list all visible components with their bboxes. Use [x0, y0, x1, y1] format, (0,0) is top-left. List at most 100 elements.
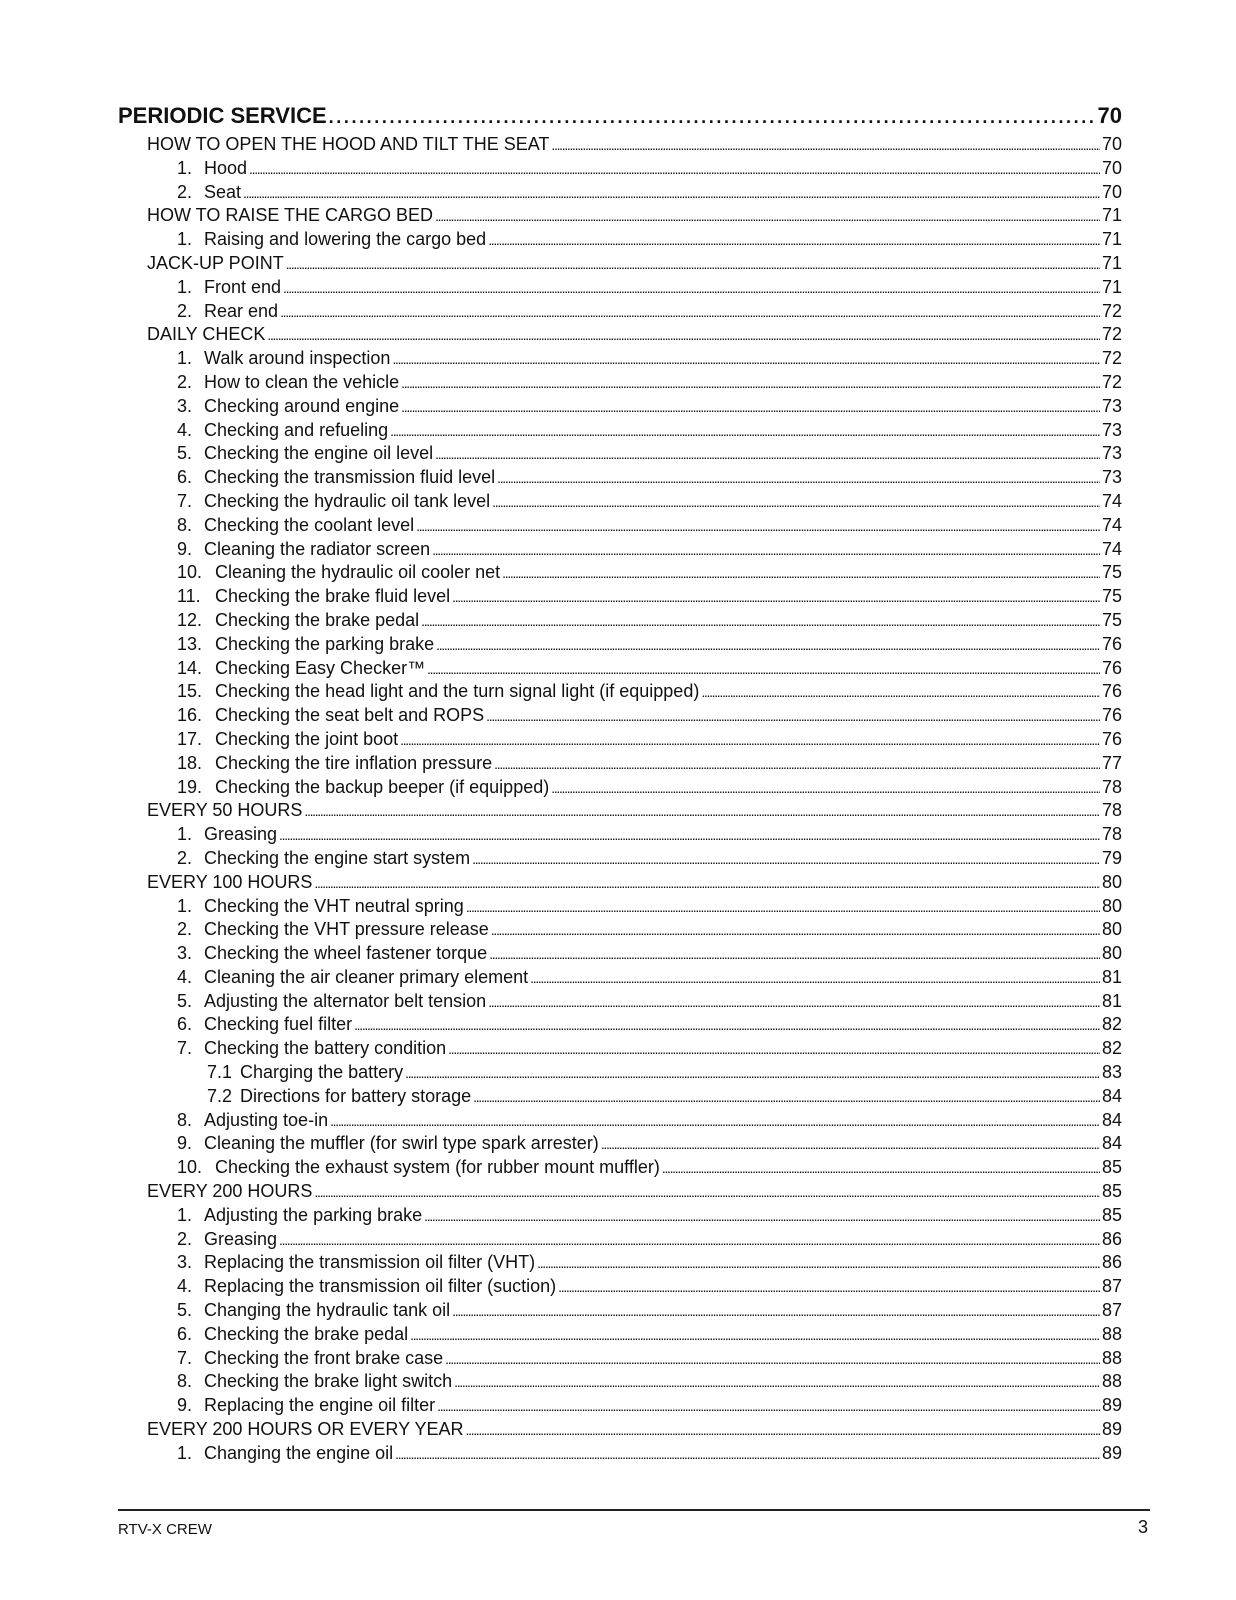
toc-entry[interactable]: 5. Adjusting the alternator belt tension 8… [118, 990, 1122, 1014]
entry-page: 71 [1101, 229, 1122, 250]
toc-entry[interactable]: 1. Hood 70 [118, 157, 1122, 181]
toc-entry[interactable]: 15. Checking the head light and the turn … [118, 680, 1122, 704]
toc-entry[interactable]: 3. Checking the wheel fastener torque 80 [118, 942, 1122, 966]
toc-entry[interactable]: 5. Changing the hydraulic tank oil 87 [118, 1299, 1122, 1323]
toc-entry[interactable]: 18. Checking the tire inflation pressure 7… [118, 752, 1122, 776]
toc-entry[interactable]: JACK-UP POINT 71 [118, 252, 1122, 276]
toc-entry[interactable]: 2. Checking the VHT pressure release 80 [118, 918, 1122, 942]
dot-leader [435, 204, 1100, 229]
toc-entry[interactable]: 2. Greasing 86 [118, 1228, 1122, 1252]
entry-title: Front end [204, 276, 282, 297]
dot-leader [551, 133, 1100, 158]
entry-page: 71 [1101, 252, 1122, 273]
toc-entry[interactable]: 1. Checking the VHT neutral spring 80 [118, 895, 1122, 919]
toc-entry[interactable]: 12. Checking the brake pedal 75 [118, 609, 1122, 633]
toc-entry[interactable]: 7. Checking the hydraulic oil tank level 7… [118, 490, 1122, 514]
dot-leader [486, 704, 1100, 729]
toc-entry[interactable]: 10. Cleaning the hydraulic oil cooler net… [118, 561, 1122, 585]
toc-entry[interactable]: EVERY 50 HOURS 78 [118, 799, 1122, 823]
dot-leader [280, 300, 1100, 325]
dot-leader [494, 752, 1100, 777]
toc-entry[interactable]: 4. Cleaning the air cleaner primary eleme… [118, 966, 1122, 990]
toc-entry[interactable]: 11. Checking the brake fluid level 75 [118, 585, 1122, 609]
toc-entry[interactable]: 19. Checking the backup beeper (if equipp… [118, 776, 1122, 800]
toc-entry[interactable]: 6. Checking the transmission fluid level 7… [118, 466, 1122, 490]
entry-page: 73 [1101, 395, 1122, 416]
toc-entry[interactable]: 7.1 Charging the battery 83 [118, 1061, 1122, 1085]
entry-title: JACK-UP POINT [147, 252, 284, 273]
entry-title: Charging the battery [240, 1062, 404, 1083]
toc-entry[interactable]: 5. Checking the engine oil level 73 [118, 442, 1122, 466]
toc-entry[interactable]: 2. How to clean the vehicle 72 [118, 371, 1122, 395]
toc-entry[interactable]: 1. Changing the engine oil 89 [118, 1442, 1122, 1466]
entry-page: 70 [1101, 181, 1122, 202]
toc-entry[interactable]: 16. Checking the seat belt and ROPS 76 [118, 704, 1122, 728]
toc-entry[interactable]: 6. Checking the brake pedal 88 [118, 1323, 1122, 1347]
toc-entry[interactable]: 1. Front end 71 [118, 276, 1122, 300]
toc-entry[interactable]: 13. Checking the parking brake 76 [118, 633, 1122, 657]
entry-title: EVERY 200 HOURS OR EVERY YEAR [147, 1419, 464, 1440]
toc-entry[interactable]: 8. Checking the brake light switch 88 [118, 1370, 1122, 1394]
dot-leader [558, 1275, 1100, 1300]
toc-entry[interactable]: 14. Checking Easy Checker™ 76 [118, 657, 1122, 681]
entry-number: 1. [177, 276, 193, 297]
entry-title: Checking around engine [204, 395, 400, 416]
entry-number: 13. [177, 633, 203, 654]
entry-number: 1. [177, 348, 193, 369]
dot-leader [390, 419, 1100, 444]
entry-number: 1. [177, 1204, 193, 1225]
toc-entry[interactable]: DAILY CHECK 72 [118, 323, 1122, 347]
toc-entry[interactable]: 1. Adjusting the parking brake 85 [118, 1204, 1122, 1228]
entry-number: 1. [177, 824, 193, 845]
entry-page: 76 [1101, 705, 1122, 726]
entry-title: Checking the engine oil level [204, 443, 434, 464]
entry-title: EVERY 100 HOURS [147, 871, 313, 892]
entry-page: 84 [1101, 1109, 1122, 1130]
toc-entry[interactable]: 8. Adjusting toe-in 84 [118, 1109, 1122, 1133]
toc-entry[interactable]: 9. Cleaning the radiator screen 74 [118, 538, 1122, 562]
toc-entry[interactable]: 6. Checking fuel filter 82 [118, 1013, 1122, 1037]
entry-number: 2. [177, 1228, 193, 1249]
toc-entry[interactable]: 9. Replacing the engine oil filter 89 [118, 1394, 1122, 1418]
dot-leader [249, 157, 1100, 182]
entry-title: Walk around inspection [204, 348, 391, 369]
toc-entry[interactable]: 2. Seat 70 [118, 181, 1122, 205]
toc-entry[interactable]: 3. Replacing the transmission oil filter … [118, 1251, 1122, 1275]
dot-leader [392, 347, 1100, 372]
toc-entry[interactable]: 1. Walk around inspection 72 [118, 347, 1122, 371]
toc-entry[interactable]: 1. Greasing 78 [118, 823, 1122, 847]
entry-title: Checking the VHT neutral spring [204, 895, 464, 916]
toc-entry[interactable]: 9. Cleaning the muffler (for swirl type s… [118, 1132, 1122, 1156]
entry-title: Checking the seat belt and ROPS [215, 705, 485, 726]
entry-title: Checking the hydraulic oil tank level [204, 490, 491, 511]
toc-entry[interactable]: 17. Checking the joint boot 76 [118, 728, 1122, 752]
toc-entry[interactable]: EVERY 200 HOURS OR EVERY YEAR 89 [118, 1418, 1122, 1442]
toc-entry[interactable]: 4. Checking and refueling 73 [118, 419, 1122, 443]
toc-entry[interactable]: 4. Replacing the transmission oil filter … [118, 1275, 1122, 1299]
toc-entry[interactable]: EVERY 200 HOURS 85 [118, 1180, 1122, 1204]
toc-entry[interactable]: 2. Rear end 72 [118, 300, 1122, 324]
entry-page: 72 [1101, 348, 1122, 369]
toc-entry[interactable]: 3. Checking around engine 73 [118, 395, 1122, 419]
entry-number: 5. [177, 990, 193, 1011]
entry-page: 86 [1101, 1228, 1122, 1249]
toc-entry[interactable]: 8. Checking the coolant level 74 [118, 514, 1122, 538]
toc-entry[interactable]: 7.2 Directions for battery storage 84 [118, 1085, 1122, 1109]
entry-page: 75 [1101, 609, 1122, 630]
toc-entry[interactable]: 7. Checking the front brake case 88 [118, 1347, 1122, 1371]
entry-title: Rear end [204, 300, 279, 321]
entry-page: 77 [1101, 752, 1122, 773]
toc-entry[interactable]: 1. Raising and lowering the cargo bed 71 [118, 228, 1122, 252]
toc-entry[interactable]: 7. Checking the battery condition 82 [118, 1037, 1122, 1061]
entry-title: Seat [204, 181, 242, 202]
toc-entry[interactable]: EVERY 100 HOURS 80 [118, 871, 1122, 895]
entry-title: Checking the backup beeper (if equipped) [215, 776, 550, 797]
toc-entry[interactable]: HOW TO RAISE THE CARGO BED 71 [118, 204, 1122, 228]
dot-leader [452, 1299, 1100, 1324]
toc-section-title[interactable]: PERIODIC SERVICE 70 [118, 103, 1122, 133]
dot-leader [354, 1013, 1100, 1038]
toc-entry[interactable]: 10. Checking the exhaust system (for rubb… [118, 1156, 1122, 1180]
toc-entry[interactable]: 2. Checking the engine start system 79 [118, 847, 1122, 871]
toc-entry[interactable]: HOW TO OPEN THE HOOD AND TILT THE SEAT 70 [118, 133, 1122, 157]
entry-title: Checking Easy Checker™ [215, 657, 426, 678]
